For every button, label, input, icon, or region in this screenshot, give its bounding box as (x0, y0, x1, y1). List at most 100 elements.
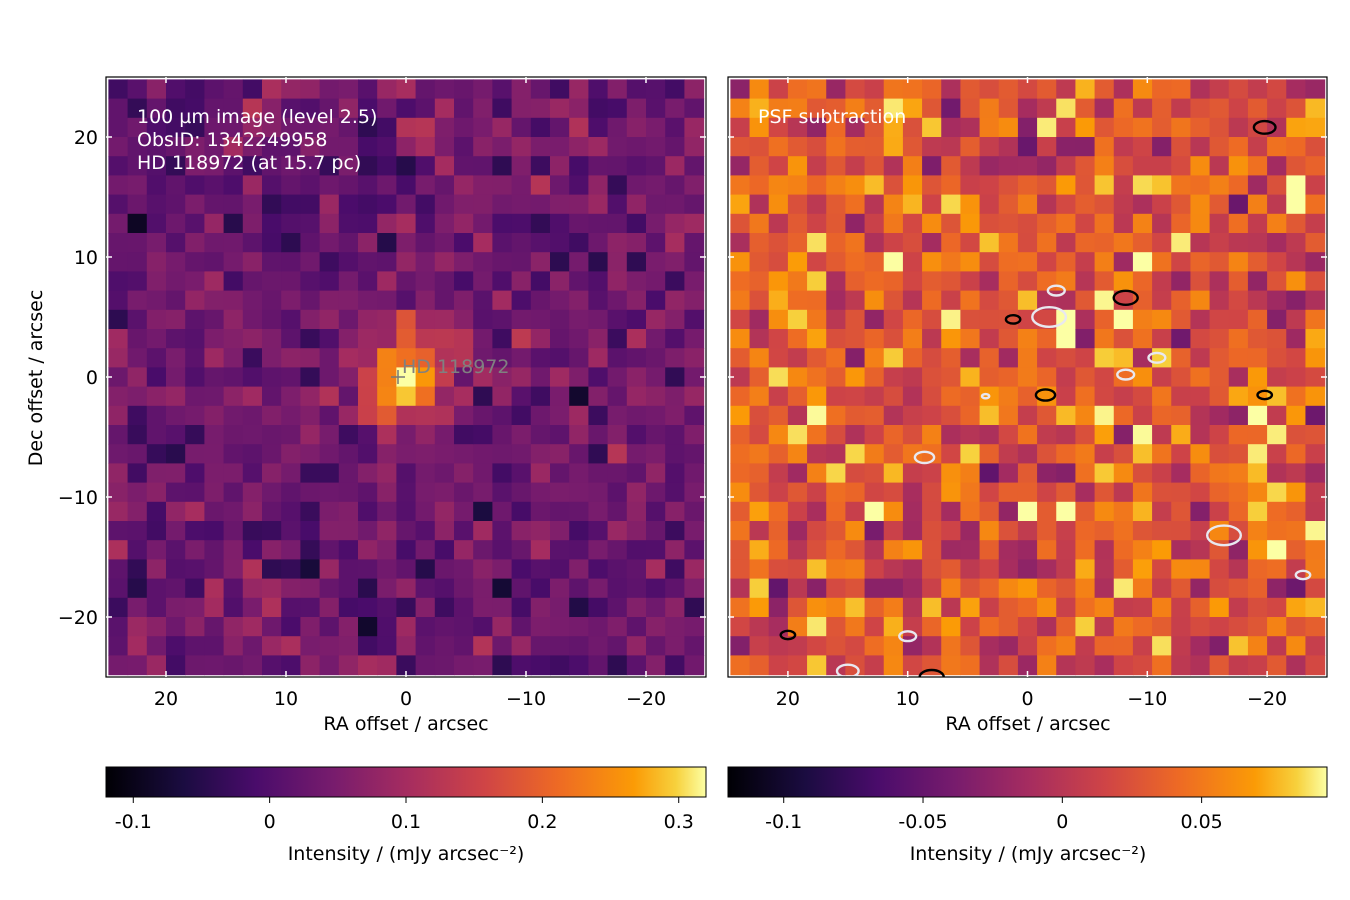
heatmap-cell (1094, 559, 1115, 580)
heatmap-cell (166, 213, 186, 234)
heatmap-cell (242, 156, 263, 176)
heatmap-cell (960, 578, 981, 599)
heatmap-cell (108, 329, 129, 349)
heatmap-cell (845, 444, 866, 464)
heatmap-cell (807, 98, 827, 119)
heatmap-cell (550, 636, 570, 656)
heatmap-cell (665, 252, 685, 272)
heatmap-cell (473, 521, 493, 541)
heatmap-cell (530, 79, 551, 100)
heatmap-cell (1056, 655, 1077, 676)
heatmap-cell (1094, 137, 1115, 157)
heatmap-cell (300, 463, 321, 484)
heatmap-cell (960, 194, 981, 215)
heatmap-cell (941, 290, 962, 311)
heatmap-cell (377, 329, 397, 349)
heatmap-cell (807, 348, 827, 368)
heatmap-cell (454, 98, 474, 119)
heatmap-cell (607, 482, 628, 503)
heatmap-cell (626, 463, 647, 484)
heatmap-cell (902, 290, 923, 311)
heatmap-cell (941, 521, 962, 541)
heatmap-cell (550, 597, 570, 618)
x-tick-label: −10 (506, 688, 546, 710)
heatmap-cell (358, 329, 378, 349)
heatmap-cell (826, 482, 847, 503)
heatmap-cell (1171, 117, 1192, 138)
heatmap-cell (1113, 540, 1134, 560)
heatmap-cell (1017, 386, 1038, 407)
heatmap-cell (511, 482, 532, 503)
heatmap-cell (300, 540, 321, 560)
heatmap-cell (665, 636, 685, 656)
heatmap-cell (185, 501, 205, 522)
heatmap-cell (415, 597, 436, 618)
heatmap-cell (473, 271, 493, 292)
right-colorbar-ticks: -0.1 -0.05 0 0.05 (765, 797, 1223, 833)
heatmap-cell (127, 405, 148, 426)
heatmap-cell (1171, 636, 1192, 656)
heatmap-cell (807, 252, 827, 272)
heatmap-cell (166, 463, 186, 484)
heatmap-cell (358, 98, 378, 119)
heatmap-cell (1247, 309, 1268, 330)
heatmap-cell (749, 617, 770, 637)
heatmap-cell (845, 271, 866, 292)
heatmap-cell (1228, 329, 1249, 349)
heatmap-cell (665, 79, 685, 100)
heatmap-cell (588, 501, 609, 522)
heatmap-cell (358, 367, 378, 388)
heatmap-cell (127, 290, 148, 311)
heatmap-cell (415, 425, 436, 445)
heatmap-cell (1228, 175, 1249, 196)
heatmap-cell (434, 405, 455, 426)
heatmap-cell (1305, 175, 1326, 196)
heatmap-cell (960, 156, 981, 176)
x-tick-label: 10 (274, 688, 298, 710)
heatmap-cell (960, 98, 981, 119)
heatmap-cell (1305, 405, 1326, 426)
heatmap-cell (941, 156, 962, 176)
heatmap-cell (569, 540, 589, 560)
heatmap-cell (127, 309, 148, 330)
heatmap-cell (223, 367, 244, 388)
heatmap-cell (1247, 252, 1268, 272)
heatmap-cell (550, 444, 570, 464)
heatmap-cell (1075, 655, 1096, 676)
heatmap-cell (550, 463, 570, 484)
heatmap-cell (998, 175, 1019, 196)
contour-positive (835, 663, 860, 677)
heatmap-cell (166, 367, 186, 388)
heatmap-cell (338, 444, 359, 464)
heatmap-cell (684, 559, 705, 580)
heatmap-cell (960, 636, 981, 656)
heatmap-cell (1152, 540, 1172, 560)
heatmap-cell (1152, 501, 1172, 522)
heatmap-cell (626, 636, 647, 656)
heatmap-cell (434, 137, 455, 157)
heatmap-cell (223, 175, 244, 196)
heatmap-cell (588, 79, 609, 100)
heatmap-cell (300, 98, 321, 119)
heatmap-cell (749, 425, 770, 445)
heatmap-cell (902, 213, 923, 234)
heatmap-cell (146, 444, 167, 464)
heatmap-cell (998, 137, 1019, 157)
heatmap-cell (1190, 405, 1211, 426)
heatmap-cell (1305, 194, 1326, 215)
heatmap-cell (1267, 597, 1287, 618)
heatmap-cell (588, 636, 609, 656)
heatmap-cell (108, 482, 129, 503)
heatmap-cell (684, 521, 705, 541)
heatmap-cell (941, 309, 962, 330)
heatmap-cell (979, 617, 1000, 637)
heatmap-cell (146, 137, 167, 157)
heatmap-cell (864, 617, 885, 637)
heatmap-cell (1152, 655, 1172, 676)
heatmap-cell (960, 482, 981, 503)
heatmap-cell (1056, 213, 1077, 234)
heatmap-cell (1113, 194, 1134, 215)
heatmap-cell (1286, 156, 1307, 176)
heatmap-cell (768, 444, 789, 464)
